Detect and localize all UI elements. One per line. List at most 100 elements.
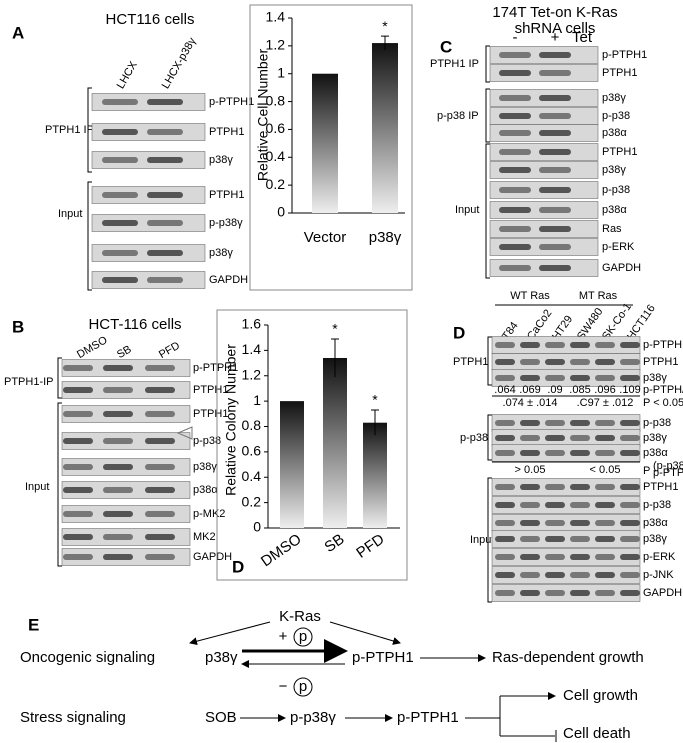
y-tick-label: 1.4 [242, 341, 262, 357]
y-tick-label: 1 [253, 392, 261, 408]
band [63, 511, 93, 517]
bar [323, 357, 347, 528]
band [147, 99, 183, 105]
band [545, 359, 565, 365]
band [595, 484, 615, 490]
band [545, 554, 565, 560]
label: Stress signaling [20, 709, 126, 726]
band [495, 520, 515, 526]
y-tick-label: 1.4 [266, 9, 286, 25]
band [102, 220, 138, 226]
row-label: p38γ [193, 461, 217, 473]
circle [293, 677, 313, 697]
row-label: p38γ [602, 92, 626, 104]
band [570, 572, 590, 578]
bracket [57, 357, 62, 399]
bracket [487, 336, 492, 386]
row-label: p38α [602, 204, 627, 216]
band [102, 250, 138, 256]
label: p-PTPH1 [352, 649, 414, 666]
x-tick-label: Vector [304, 229, 347, 246]
row-label: p38γ [209, 247, 233, 259]
ratio: .C97 ± .012 [577, 397, 634, 409]
band [595, 435, 615, 441]
group-label: PTPH1 IP [430, 58, 479, 70]
label: Cell death [563, 725, 631, 742]
band [145, 511, 175, 517]
group-label: PTPH1 IP [45, 124, 94, 136]
ratio: .069 [519, 384, 540, 396]
band [495, 536, 515, 542]
band [520, 502, 540, 508]
row-label: p-p38 [643, 499, 671, 511]
label: K-Ras [279, 608, 321, 625]
group-label: p-p38 IP [460, 432, 502, 444]
band [595, 420, 615, 426]
band [495, 359, 515, 365]
row-label: PTPH1 [643, 481, 678, 493]
bracket [57, 402, 62, 567]
band [63, 411, 93, 417]
significance: * [382, 18, 388, 34]
y-axis-label: Relative Colony Number [223, 344, 239, 496]
band [145, 464, 175, 470]
band [147, 157, 183, 163]
band [103, 438, 133, 444]
band [595, 450, 615, 456]
band [570, 450, 590, 456]
row-label: Ras [602, 223, 622, 235]
y-tick-label: 1.2 [242, 366, 262, 382]
bar [280, 401, 304, 528]
arrow [189, 621, 271, 646]
row-label: PTPH1 [209, 189, 244, 201]
row-label: p-PTPH1 [602, 49, 647, 61]
bar [312, 73, 338, 213]
band [499, 113, 531, 119]
panel-letter: B [12, 317, 24, 336]
ratio: .09 [547, 384, 562, 396]
label: Oncogenic signaling [20, 649, 155, 666]
row-label: PTPH1 [602, 146, 637, 158]
band [595, 502, 615, 508]
band [63, 464, 93, 470]
band [595, 590, 615, 596]
band [103, 464, 133, 470]
band [539, 167, 571, 173]
band [570, 484, 590, 490]
band [520, 572, 540, 578]
group-label: p-p38 IP [437, 110, 479, 122]
row-label: GAPDH [193, 551, 232, 563]
bracket [487, 477, 492, 603]
row-label: PTPH1 [193, 408, 228, 420]
band [145, 387, 175, 393]
band [570, 520, 590, 526]
band [620, 502, 640, 508]
bracket [485, 143, 490, 279]
band [539, 207, 571, 213]
row-label: p-PTPH1 [193, 362, 238, 374]
band [145, 411, 175, 417]
band [103, 387, 133, 393]
band [63, 554, 93, 560]
band [539, 244, 571, 250]
band [499, 207, 531, 213]
arrow [465, 696, 555, 736]
arrowhead [176, 426, 193, 440]
bracket [485, 88, 490, 143]
panel-letter: C [440, 37, 452, 56]
title: HCT116 cells [106, 11, 195, 28]
row-label: p38γ [643, 372, 667, 384]
band [545, 342, 565, 348]
band [539, 149, 571, 155]
band [595, 572, 615, 578]
row-label: p38α [602, 127, 627, 139]
x-tick-label: PFD [353, 531, 387, 562]
band [102, 157, 138, 163]
row-label: p-PTPH1 [643, 339, 683, 351]
chart-frame [216, 309, 408, 581]
band [520, 359, 540, 365]
band [103, 365, 133, 371]
group-label: Input [25, 481, 49, 493]
chart-frame [249, 4, 413, 291]
